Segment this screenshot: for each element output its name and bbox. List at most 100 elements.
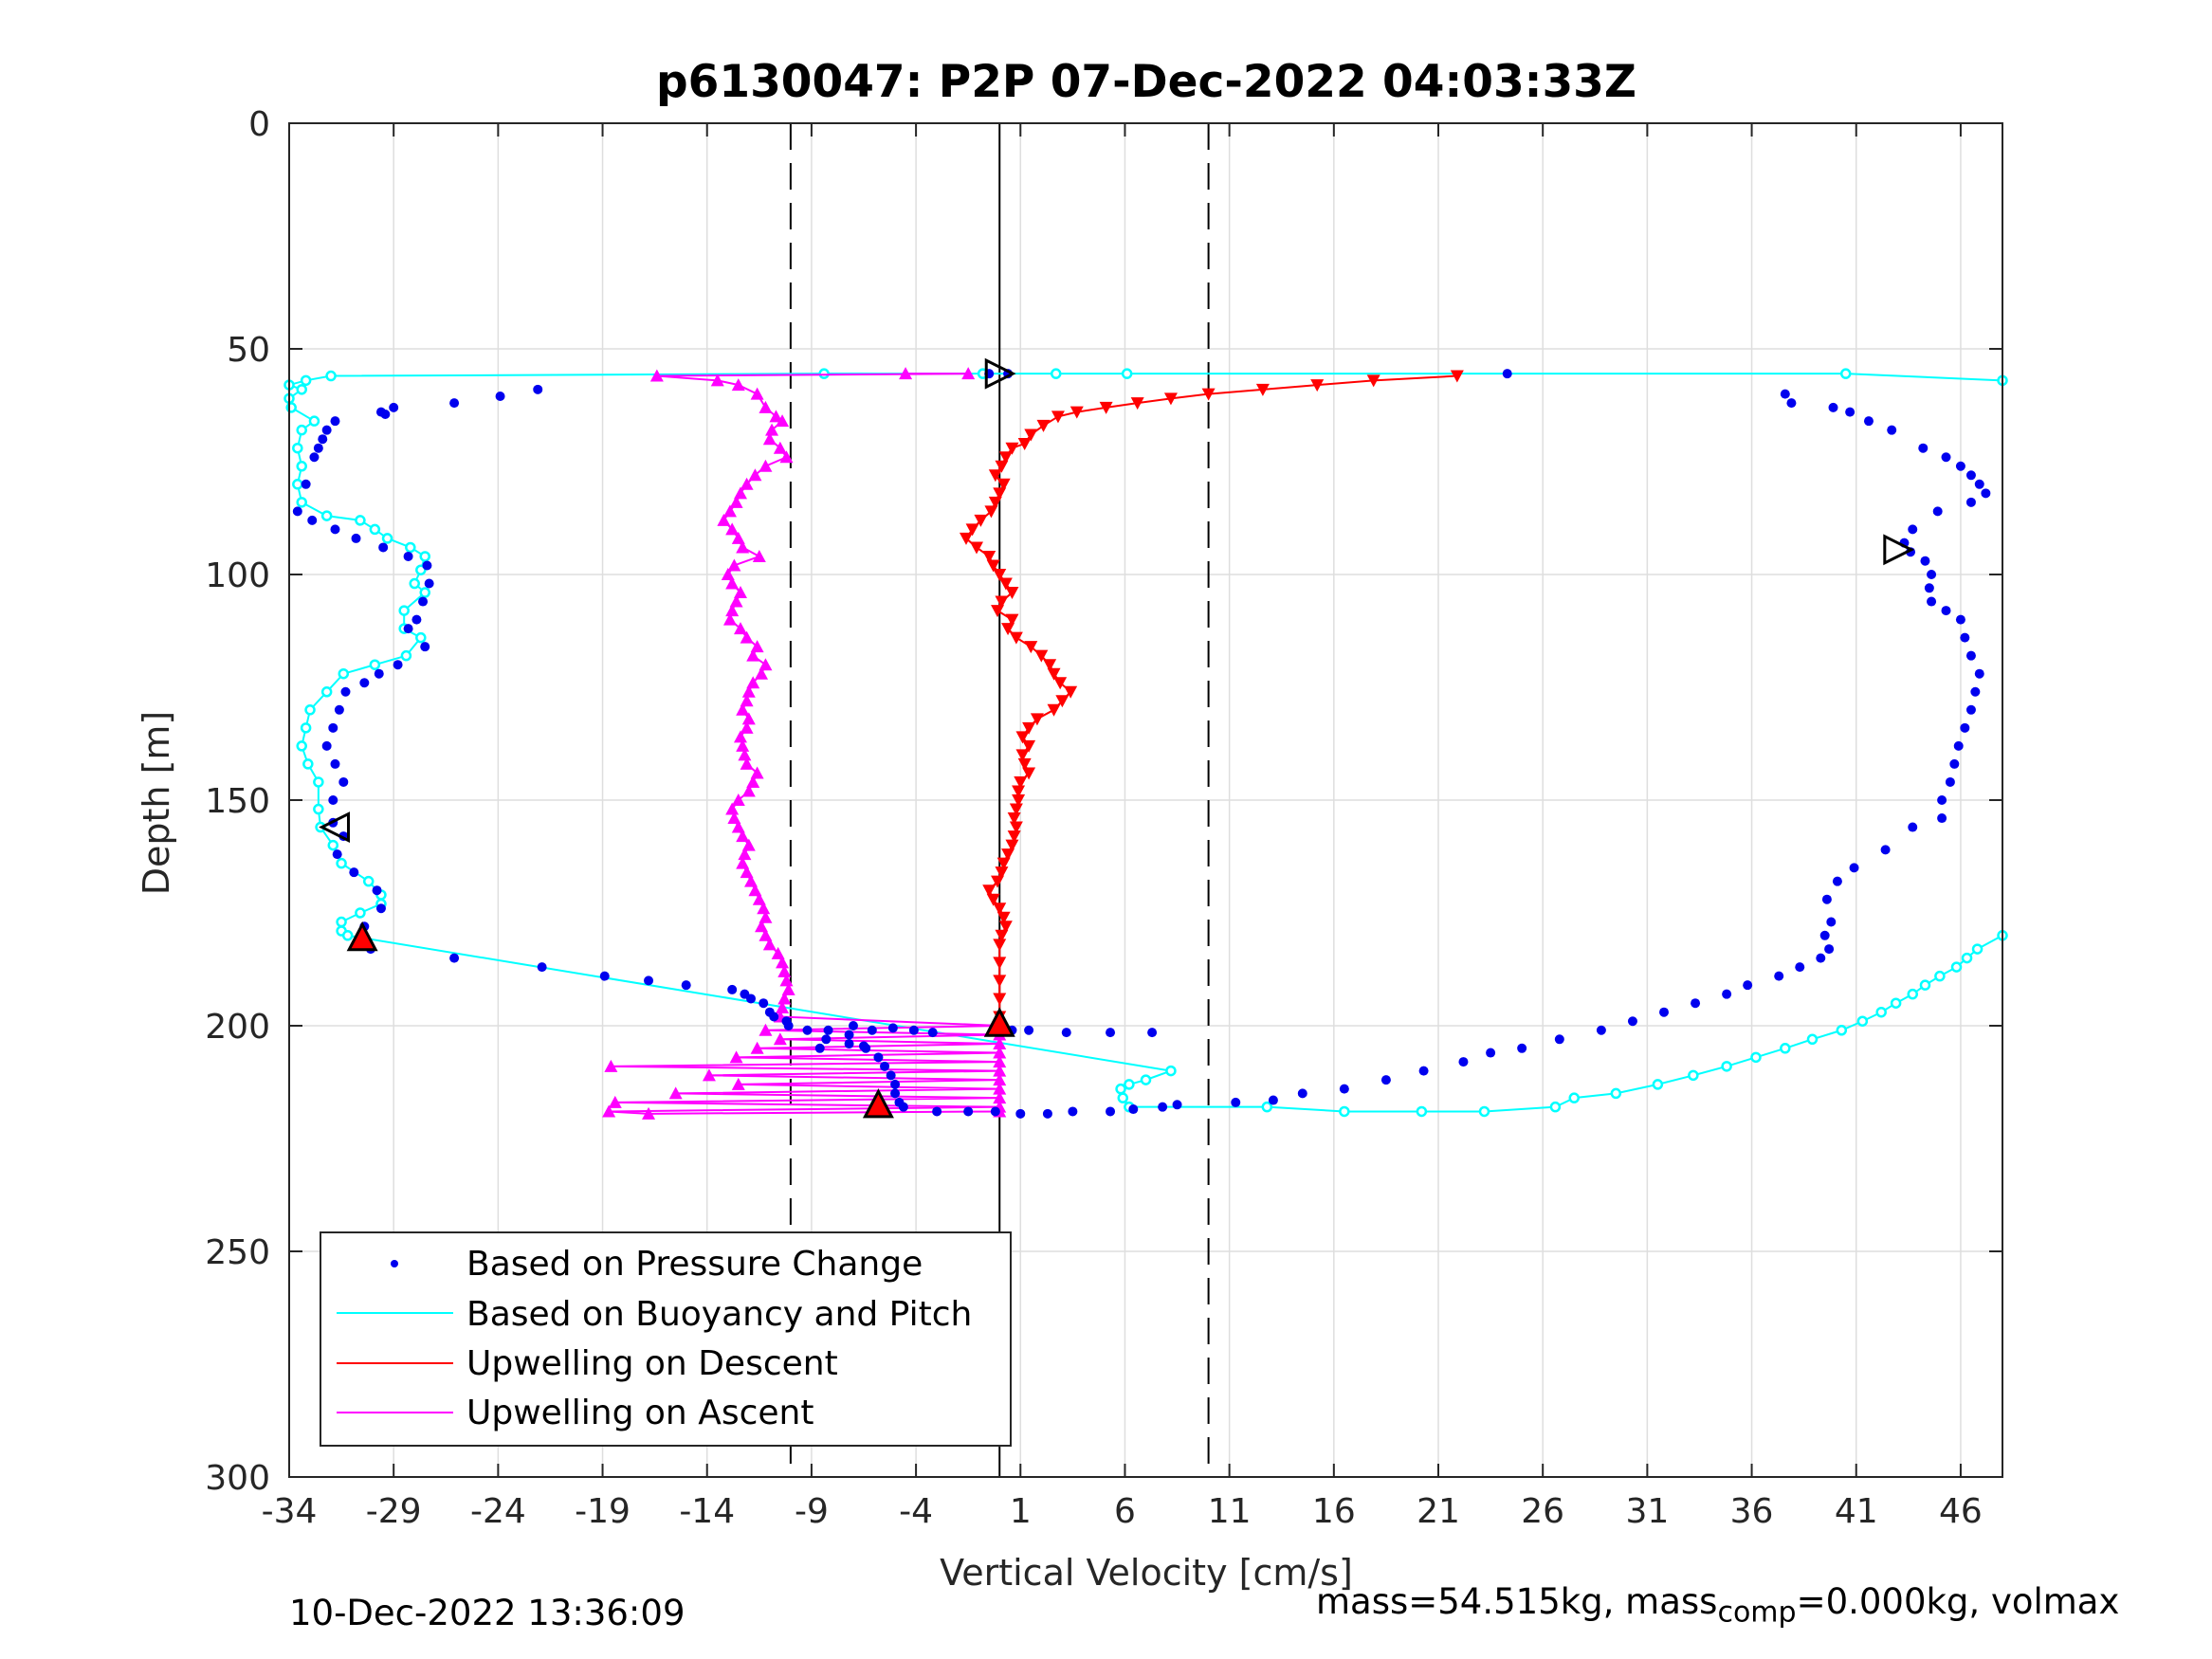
data-point bbox=[776, 1000, 790, 1013]
x-tick-label: -4 bbox=[899, 1492, 933, 1531]
data-point bbox=[409, 577, 420, 590]
data-point bbox=[1839, 368, 1852, 379]
data-point bbox=[993, 1046, 1007, 1059]
data-point bbox=[321, 425, 332, 435]
data-point bbox=[890, 1079, 901, 1089]
data-point bbox=[729, 1050, 743, 1064]
data-point bbox=[1051, 410, 1065, 424]
data-point bbox=[1165, 1065, 1177, 1077]
data-point bbox=[995, 460, 1009, 473]
data-point bbox=[1117, 1092, 1129, 1103]
data-point bbox=[328, 722, 338, 733]
data-point bbox=[779, 450, 794, 464]
data-point bbox=[1007, 830, 1021, 844]
data-point bbox=[1005, 613, 1019, 627]
data-point bbox=[1022, 739, 1036, 753]
x-tick-label: -34 bbox=[262, 1492, 318, 1531]
data-point bbox=[1007, 812, 1021, 826]
data-point bbox=[1163, 392, 1178, 406]
data-point bbox=[823, 1025, 833, 1035]
data-point bbox=[330, 524, 340, 535]
data-point bbox=[1932, 506, 1943, 517]
data-point bbox=[318, 434, 328, 445]
x-tick-label: -19 bbox=[575, 1492, 631, 1531]
data-point bbox=[725, 576, 740, 590]
data-point bbox=[1268, 1095, 1278, 1105]
data-point bbox=[415, 564, 427, 575]
data-point bbox=[405, 541, 416, 554]
data-point bbox=[1721, 1061, 1732, 1072]
data-point bbox=[1005, 839, 1019, 852]
mass-rest: =0.000kg, volmax bbox=[1796, 1581, 2120, 1622]
data-point bbox=[1961, 952, 1973, 964]
data-point bbox=[372, 885, 382, 896]
data-point bbox=[1856, 1015, 1869, 1027]
data-point bbox=[1024, 641, 1038, 654]
data-point bbox=[1659, 1007, 1670, 1017]
data-point bbox=[741, 784, 756, 797]
data-point bbox=[1297, 1088, 1307, 1099]
data-point bbox=[1971, 943, 1983, 955]
data-point bbox=[1887, 425, 1897, 435]
data-point bbox=[1030, 713, 1044, 726]
x-tick-label: 41 bbox=[1835, 1492, 1878, 1531]
data-point bbox=[1261, 1101, 1273, 1113]
data-point bbox=[1380, 1075, 1391, 1085]
data-point bbox=[765, 423, 779, 436]
data-point bbox=[338, 667, 350, 680]
data-point bbox=[1816, 953, 1826, 963]
data-point bbox=[988, 496, 1002, 509]
data-point bbox=[378, 542, 389, 553]
data-point bbox=[1024, 428, 1038, 442]
data-point bbox=[1043, 659, 1057, 672]
data-point bbox=[725, 802, 740, 815]
x-tick-label: 26 bbox=[1521, 1492, 1564, 1531]
data-point bbox=[374, 668, 384, 679]
data-point bbox=[1832, 876, 1842, 886]
data-point bbox=[1688, 1069, 1699, 1082]
data-point bbox=[1970, 686, 1981, 697]
data-point bbox=[1907, 988, 1918, 1000]
data-point bbox=[389, 402, 399, 412]
data-point bbox=[1627, 1016, 1637, 1027]
y-tick-label: 300 bbox=[205, 1459, 270, 1498]
data-point bbox=[334, 704, 344, 715]
data-point bbox=[1050, 368, 1062, 379]
chart-title: p6130047: P2P 07-Dec-2022 04:03:33Z bbox=[656, 56, 1636, 108]
data-point bbox=[908, 1025, 919, 1035]
legend-swatch-pressure bbox=[391, 1260, 398, 1267]
data-point bbox=[970, 541, 984, 555]
data-point bbox=[731, 1077, 745, 1090]
data-point bbox=[330, 758, 340, 769]
data-point bbox=[1255, 383, 1270, 396]
data-point bbox=[1849, 863, 1859, 873]
data-point bbox=[750, 387, 764, 400]
data-point bbox=[1941, 606, 1951, 616]
data-point bbox=[1908, 524, 1918, 535]
data-point bbox=[993, 939, 1007, 952]
data-point bbox=[1554, 1034, 1564, 1045]
data-point bbox=[771, 946, 785, 959]
data-point bbox=[993, 569, 1007, 581]
data-point bbox=[1774, 971, 1784, 981]
data-point bbox=[1201, 388, 1216, 401]
data-point bbox=[993, 1073, 1007, 1086]
data-point bbox=[321, 740, 332, 751]
y-tick-label: 100 bbox=[205, 556, 270, 595]
data-point bbox=[963, 1106, 974, 1117]
data-point bbox=[927, 1028, 938, 1038]
data-point bbox=[415, 631, 427, 644]
data-point bbox=[681, 980, 691, 991]
data-point bbox=[411, 614, 422, 625]
data-point bbox=[1919, 979, 1931, 991]
data-point bbox=[746, 676, 760, 689]
data-point bbox=[320, 510, 333, 521]
data-point bbox=[740, 630, 754, 644]
y-tick-label: 0 bbox=[248, 105, 270, 144]
data-point bbox=[722, 504, 737, 518]
data-point bbox=[1005, 442, 1019, 455]
data-point bbox=[757, 902, 771, 915]
data-point bbox=[773, 1032, 787, 1046]
data-point bbox=[307, 515, 318, 525]
data-point bbox=[740, 720, 754, 734]
